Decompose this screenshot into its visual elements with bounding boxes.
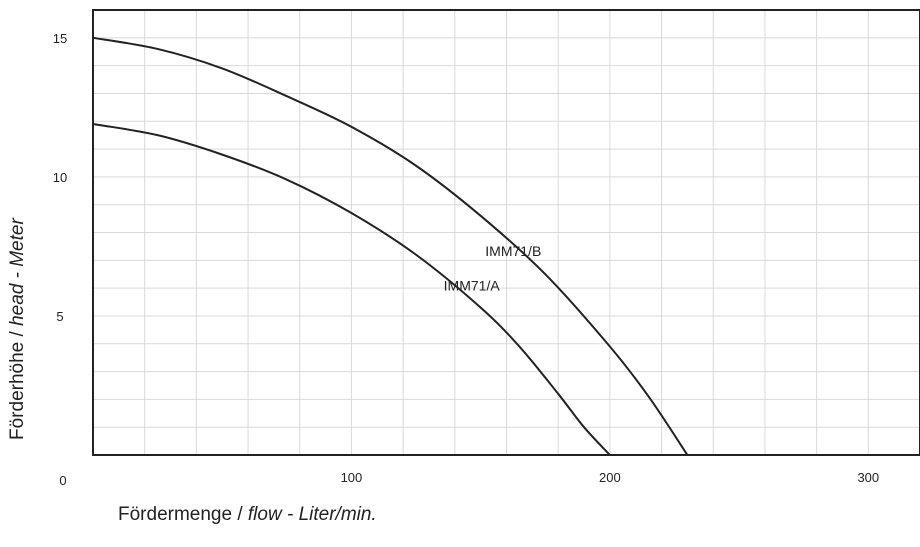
y-tick-label: 0 xyxy=(59,473,66,488)
series-layer: IMM71/B IMM71/A xyxy=(92,36,689,456)
x-axis-title: Fördermenge / flow - Liter/min. xyxy=(118,504,377,525)
series-line-imm71-a xyxy=(92,123,611,456)
series-label: IMM71/B xyxy=(485,243,541,259)
x-tick-label: 100 xyxy=(341,470,363,485)
x-tick-label: 300 xyxy=(857,470,879,485)
series-label: IMM71/A xyxy=(444,278,501,294)
y-axis-title: Förderhöhe / head - Meter xyxy=(7,218,28,440)
x-tick-label: 200 xyxy=(599,470,621,485)
plot-frame xyxy=(92,9,920,456)
series-line-imm71-b xyxy=(92,36,689,456)
y-tick-label: 15 xyxy=(53,31,67,46)
ticks-layer: 0 5 10 15 100 200 300 xyxy=(53,31,879,488)
y-tick-label: 10 xyxy=(53,170,67,185)
grid xyxy=(93,10,920,455)
y-tick-label: 5 xyxy=(56,309,63,324)
